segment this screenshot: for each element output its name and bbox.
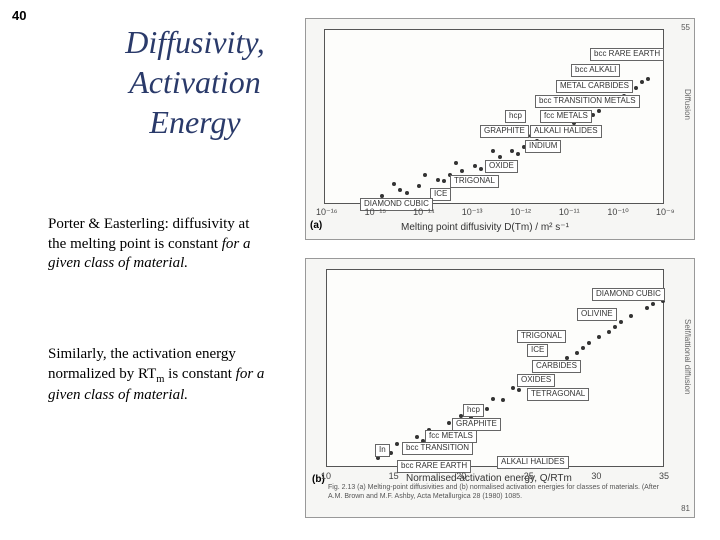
data-point [581, 346, 585, 350]
x-tick: 10 [321, 471, 331, 481]
chart-activation-energy: DIAMOND CUBIC OLIVINE TRIGONALICE CARBIDESO… [305, 258, 695, 518]
material-label: INDIUM [525, 140, 561, 153]
data-point [597, 109, 601, 113]
material-label: bcc TRANSITION [402, 442, 473, 455]
data-point [447, 421, 451, 425]
x-tick: 10⁻⁹ [656, 207, 675, 218]
plot-area-b: DIAMOND CUBIC OLIVINE TRIGONALICE CARBIDESO… [326, 269, 664, 467]
material-label: TRIGONAL [517, 330, 566, 343]
data-point [651, 302, 655, 306]
material-label: In [375, 444, 390, 457]
data-point [645, 306, 649, 310]
x-tick: 10⁻¹⁰ [607, 207, 628, 218]
data-point [498, 155, 502, 159]
data-point [587, 341, 591, 345]
data-point [516, 152, 520, 156]
panel-letter-a: (a) [310, 220, 322, 231]
x-tick: 10⁻¹² [510, 207, 531, 218]
data-point [423, 173, 427, 177]
data-point [511, 386, 515, 390]
material-label: fcc METALS [540, 110, 592, 123]
page-num-a: 55 [681, 23, 690, 32]
data-point [395, 442, 399, 446]
paragraph-diffusivity: Porter & Easterling: diffusivity at the … [48, 215, 268, 274]
material-label: GRAPHITE [452, 418, 501, 431]
page-title: Diffusivity, Activation Energy [100, 22, 290, 142]
material-label: ALKALI HALIDES [497, 456, 569, 469]
plot-area-a: bcc RARE EARTH bcc ALKALI METAL CARBIDES bc… [324, 29, 664, 204]
material-label: bcc ALKALI [571, 64, 620, 77]
x-tick: 35 [659, 471, 669, 481]
material-label: METAL CARBIDES [556, 80, 633, 93]
material-label: GRAPHITE [480, 125, 529, 138]
title-line-3: Energy [149, 104, 240, 140]
side-label-b: Self/lattional diffusion [683, 319, 692, 394]
data-point [613, 325, 617, 329]
xlabel-a: Melting point diffusivity D(Tm) / m² s⁻¹ [401, 222, 569, 233]
data-point [510, 149, 514, 153]
material-label: OXIDES [517, 374, 555, 387]
data-point [597, 335, 601, 339]
material-label: TRIGONAL [450, 175, 499, 188]
page-num-b: 81 [681, 504, 690, 513]
x-tick: 15 [389, 471, 399, 481]
data-point [607, 330, 611, 334]
x-tick: 10⁻¹³ [462, 207, 483, 218]
material-label: TETRAGONAL [527, 388, 589, 401]
data-point [634, 86, 638, 90]
xlabel-b: Normalised activation energy, Q/RTm [406, 473, 572, 484]
side-label-a: Diffusion [683, 89, 692, 120]
title-line-2: Activation [129, 64, 261, 100]
data-point [454, 161, 458, 165]
data-point [491, 149, 495, 153]
data-point [479, 167, 483, 171]
x-tick: 30 [591, 471, 601, 481]
data-point [473, 164, 477, 168]
material-label: bcc RARE EARTH [590, 48, 664, 61]
data-point [417, 184, 421, 188]
title-line-1: Diffusivity, [125, 24, 265, 60]
data-point [460, 169, 464, 173]
chart-diffusivity: bcc RARE EARTH bcc ALKALI METAL CARBIDES bc… [305, 18, 695, 240]
material-label: bcc TRANSITION METALS [535, 95, 640, 108]
data-point [629, 314, 633, 318]
slide-number: 40 [12, 8, 26, 23]
data-point [436, 178, 440, 182]
x-tick: 10⁻¹⁵ [365, 207, 387, 218]
data-point [405, 191, 409, 195]
data-point [501, 398, 505, 402]
data-point [442, 179, 446, 183]
material-label: DIAMOND CUBIC [592, 288, 665, 301]
data-point [392, 182, 396, 186]
material-label: OXIDE [485, 160, 518, 173]
material-label: hcp [463, 404, 484, 417]
material-label: hcp [505, 110, 526, 123]
material-label: CARBIDES [532, 360, 581, 373]
data-point [517, 388, 521, 392]
para2-mid: is constant [164, 366, 235, 382]
data-point [415, 435, 419, 439]
data-point [640, 80, 644, 84]
data-point [646, 77, 650, 81]
x-tick: 25 [524, 471, 534, 481]
data-point [575, 351, 579, 355]
data-point [491, 397, 495, 401]
material-label: ICE [527, 344, 548, 357]
x-tick: 20 [456, 471, 466, 481]
material-label: OLIVINE [577, 308, 617, 321]
para1-prefix: Porter & Easterling: diffusivity at the … [48, 216, 249, 252]
x-tick: 10⁻¹¹ [559, 207, 580, 218]
figure-caption: Fig. 2.13 (a) Melting-point diffusivitie… [328, 484, 668, 501]
x-tick: 10⁻¹⁴ [413, 207, 435, 218]
material-label: ICE [430, 188, 451, 201]
material-label: ALKALI HALIDES [530, 125, 602, 138]
x-tick: 10⁻¹⁶ [316, 207, 337, 218]
data-point [619, 320, 623, 324]
material-label: fcc METALS [425, 430, 477, 443]
data-point [398, 188, 402, 192]
paragraph-activation-energy: Similarly, the activation energy normali… [48, 345, 268, 406]
data-point [485, 407, 489, 411]
